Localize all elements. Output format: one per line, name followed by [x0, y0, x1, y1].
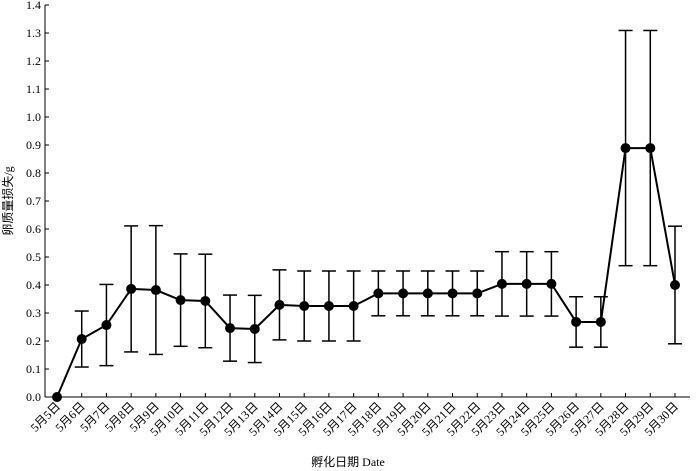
- y-tick-label: 0.2: [26, 334, 41, 348]
- point: [126, 283, 137, 294]
- line: [56, 147, 676, 398]
- point: [348, 301, 359, 311]
- y-tick-label: 0.0: [26, 390, 41, 404]
- y-tick-label: 0.1: [26, 362, 41, 376]
- y-tick-label: 0.3: [26, 306, 41, 320]
- point: [299, 301, 310, 311]
- point: [150, 285, 161, 296]
- y-tick-label: 1.0: [26, 110, 41, 124]
- point: [76, 334, 87, 345]
- point: [546, 278, 557, 289]
- point: [200, 295, 211, 306]
- point: [472, 288, 483, 299]
- y-tick-label: 0.5: [26, 250, 41, 264]
- point: [101, 320, 112, 331]
- y-tick-label: 0.9: [26, 138, 41, 152]
- point: [323, 301, 334, 311]
- point: [52, 392, 62, 402]
- point: [620, 143, 631, 154]
- y-tick-label: 1.4: [26, 0, 41, 12]
- y-tick-label: 0.6: [26, 222, 41, 236]
- point: [521, 278, 532, 289]
- y-tick-label: 1.3: [26, 26, 41, 40]
- point: [670, 280, 680, 290]
- x-axis-label: 孵化日期 Date: [311, 455, 385, 469]
- y-tick-label: 0.4: [26, 278, 41, 292]
- point: [422, 288, 433, 299]
- point: [225, 323, 236, 334]
- y-tick-label: 1.1: [26, 82, 41, 96]
- y-tick-label: 1.2: [26, 54, 41, 68]
- y-tick-label: 0.7: [26, 194, 41, 208]
- point: [373, 288, 384, 299]
- y-axis-label: 卵质量损失/g: [0, 166, 15, 235]
- point: [571, 316, 582, 327]
- point: [249, 323, 260, 334]
- point: [447, 288, 458, 299]
- point: [496, 278, 507, 289]
- point: [398, 288, 409, 299]
- y-tick-label: 0.8: [26, 166, 41, 180]
- point: [645, 143, 656, 154]
- point: [175, 295, 186, 306]
- point: [595, 316, 606, 327]
- point: [274, 299, 285, 310]
